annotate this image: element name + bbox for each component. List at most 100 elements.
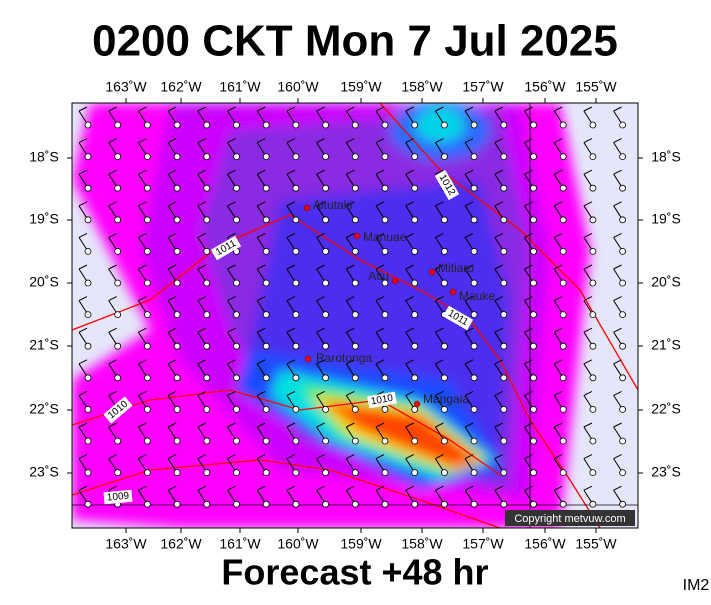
barb-feather [167,201,177,207]
barb-feather [108,169,117,175]
barb-station [381,405,389,413]
barb-feather [346,327,355,333]
barb-feather [494,454,504,460]
barb-station [262,437,270,445]
barb-feather [227,264,236,270]
barb-feather [316,296,325,302]
barb-station [203,121,211,129]
barb-feather [435,390,444,396]
isobar-label-bg [442,305,474,331]
barb-feather [613,201,622,207]
barb-station [84,342,92,350]
barb-station [322,153,330,161]
barb-feather [494,201,504,207]
barb-station [203,374,211,382]
barb-feather [197,390,207,396]
barb-station [84,437,92,445]
barb-feather [256,296,266,302]
barb-station [351,247,359,255]
barb-feather [583,296,593,302]
barb-feather [286,327,296,333]
barb-feather [108,264,117,270]
barb-station [589,279,597,287]
barb-feather [256,138,266,144]
barb-feather [256,485,266,491]
barb-station [470,342,478,350]
barb-feather [464,485,474,491]
barb-station [114,216,122,224]
barb-station [589,469,597,477]
barb-station [114,279,122,287]
barb-feather [613,422,622,428]
barb-feather [316,201,325,207]
barb-station [411,437,419,445]
barb-station [114,153,122,161]
barb-feather [375,169,385,175]
place-dot [303,204,311,212]
barb-feather [494,232,504,238]
barb-feather [405,169,414,175]
barb-feather [286,264,296,270]
barb-feather [138,327,147,333]
barb-station [500,405,508,413]
barb-station [84,153,92,161]
barb-station [84,184,92,192]
barb-feather [405,359,414,365]
barb-feather [167,485,177,491]
barb-station [559,437,567,445]
barb-station [351,405,359,413]
barb-feather [138,106,147,112]
barb-station [114,469,122,477]
place-name: Aitutaki [313,198,352,212]
barb-feather [553,201,563,207]
barb-feather [494,422,504,428]
barb-feather [464,390,474,396]
barb-feather [167,264,177,270]
barb-feather [553,485,563,491]
barb-station [262,279,270,287]
barb-feather [435,201,444,207]
barb-feather [108,422,117,428]
lon-label-top: 156˚W [524,79,566,95]
barb-feather [286,296,296,302]
barb-station [173,216,181,224]
barb-feather [405,327,414,333]
barb-feather [227,422,236,428]
barb-feather [346,264,355,270]
barb-station [381,279,389,287]
barb-station [84,216,92,224]
lat-label-left: 23˚S [29,464,59,480]
barb-station [470,469,478,477]
barb-feather [256,422,266,428]
barb-station [440,437,448,445]
barb-station [351,374,359,382]
barb-station [114,184,122,192]
barb-feather [494,485,504,491]
barb-station [530,469,537,477]
barb-feather [464,359,474,365]
barb-feather [346,390,355,396]
barb-station [619,500,626,508]
barb-feather [227,390,236,396]
lon-label-top: 160˚W [277,79,319,95]
barb-feather [108,327,117,333]
barb-feather [138,485,147,491]
barb-feather [464,422,474,428]
barb-station [470,247,478,255]
barb-feather [256,359,266,365]
barb-feather [256,106,266,112]
isobar-value: 1009 [106,491,130,504]
barb-station [143,405,151,413]
barb-feather [78,138,88,144]
barb-feather [553,422,563,428]
barb-station [619,184,626,192]
barb-station [173,279,181,287]
lat-label-right: 20˚S [651,274,681,290]
copyright-bg [505,510,635,526]
barb-feather [138,232,147,238]
barb-station [619,374,626,382]
place-dot [304,355,312,363]
barb-station [559,405,567,413]
image-code: IM2 [683,577,710,594]
barb-station [530,247,537,255]
